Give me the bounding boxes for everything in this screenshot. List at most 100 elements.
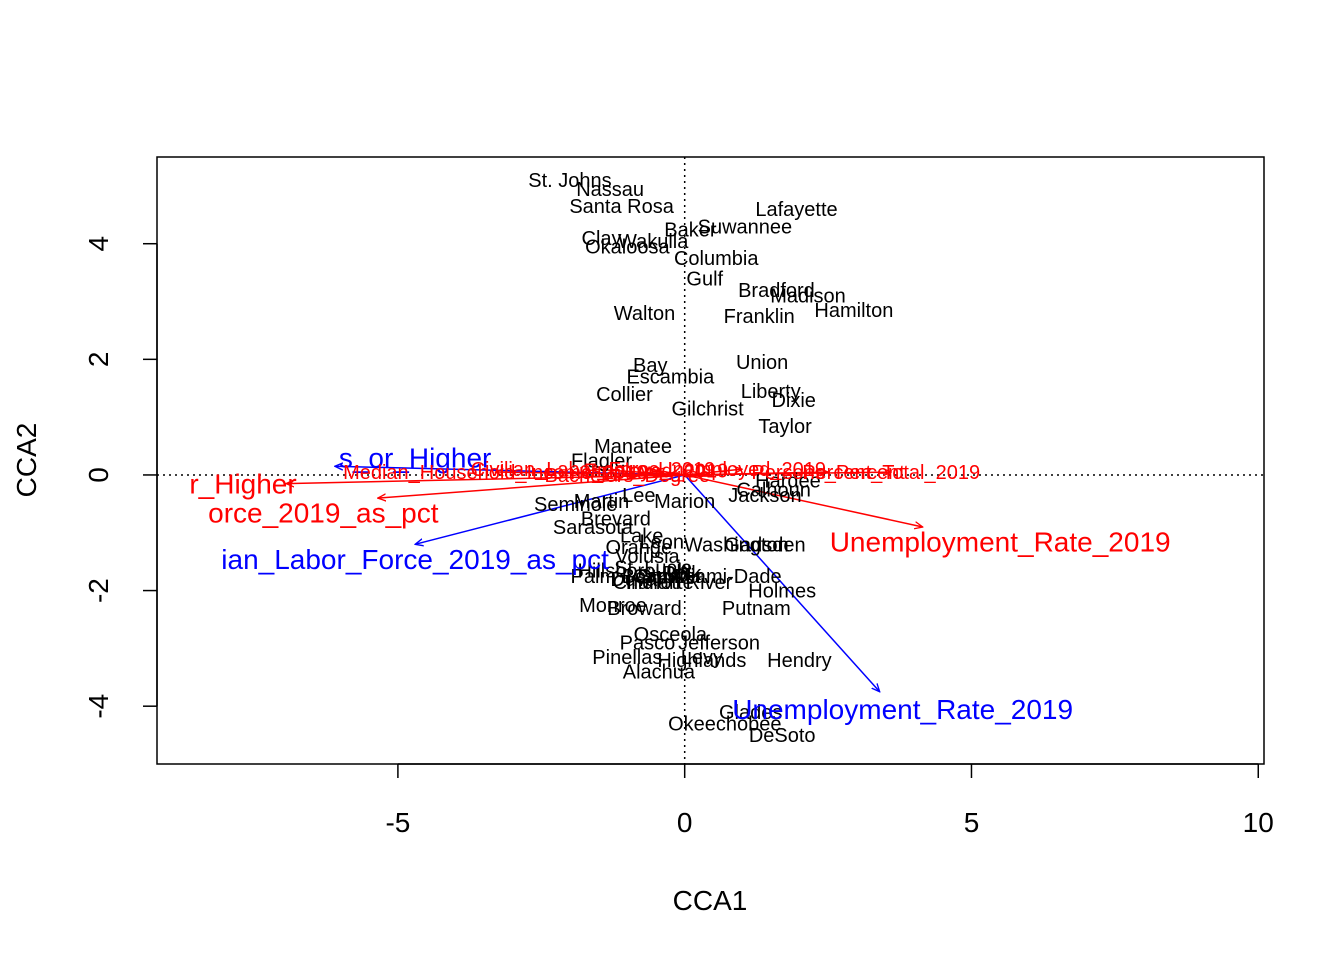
site-label: Flagler [571,451,632,473]
arrow-label: r_Higher [189,469,296,500]
site-label: Martin [574,491,630,513]
site-label: St. Lucie [614,557,692,579]
site-label: Washington [684,534,789,556]
site-label: Sarasota [553,517,634,539]
arrow-label: Employed_2019 [584,460,729,482]
arrow-label: Bachelors_Degree [545,465,711,487]
site-label: Jefferson [678,633,760,655]
y-tick-label: 4 [83,236,114,252]
site-label: Wakulla [618,231,689,253]
site-label: Manatee [594,436,672,458]
arrow-label: ian_Labor_Force_2019_as_pct [221,544,609,575]
biplot-arrow [684,474,880,692]
site-label: Liberty [741,381,801,403]
y-axis: -4 -2 0 2 4 [83,236,158,719]
x-tick-label: 5 [964,807,980,838]
site-label: Seminole [534,494,617,516]
biplot-arrow [286,474,685,484]
site-label: Brevard [581,508,651,530]
site-label: Okaloosa [585,237,670,259]
site-label: Bay [633,355,667,377]
site-label: Gilchrist [672,398,745,420]
site-label: Marion [654,491,715,513]
site-label: Hardee [755,471,821,493]
site-label: Hendry [767,650,831,672]
site-label: DeSoto [749,725,816,747]
site-label: Santa Rosa [569,196,674,218]
site-label: Hamilton [814,300,893,322]
site-label: Nassau [576,179,644,201]
y-tick-label: -2 [83,578,114,603]
site-label: Lake [620,526,663,548]
site-label: Collier [596,384,653,406]
site-label: Union [736,352,788,374]
site-label: Taylor [758,416,812,438]
site-label: Indian River [626,572,733,594]
y-tick-label: 2 [83,352,114,368]
arrow-label: s_or_Higher [339,443,492,474]
site-label: Pasco [620,633,676,655]
biplot-arrow [684,469,742,476]
site-label: Pinellas [592,647,662,669]
site-label: Gadsden [724,534,805,556]
arrow-label: Unemployment_Rate_2019 [830,526,1171,557]
site-label: Calhoun [736,479,811,501]
site-label: Monroe [579,595,647,617]
site-label: Baker [664,219,717,241]
site-label: Bradford [738,280,815,302]
arrow-label: Persons_Percent [751,462,905,484]
y-tick-label: 0 [83,467,114,483]
site-label: Clay [582,228,622,250]
site-label: Suwannee [698,216,793,238]
site-label: Citrus [633,566,685,588]
x-tick-label: -5 [385,807,410,838]
site-label: Lafayette [755,199,837,221]
site-label: Osceola [634,624,708,646]
site-label: Levy [681,647,723,669]
x-tick-label: 0 [677,807,693,838]
site-label: Highlands [657,650,746,672]
site-label: Escambia [626,367,715,389]
site-label: Sumter [638,566,703,588]
site-label: Okeechobee [668,714,781,736]
site-label: Palm Beach [571,566,679,588]
arrow-labels: s_or_Higher ian_Labor_Force_2019_as_pct Un… [189,443,1170,725]
site-label: Dixie [771,390,815,412]
arrow-label: Civilian_Labor_Force_2019 [471,459,716,481]
site-label: Lee [622,485,655,507]
arrow-label: Percent_Total_2019 [802,462,980,484]
site-label: Orange [605,537,672,559]
site-label: Broward [607,598,681,620]
site-label: Madison [770,286,846,308]
biplot-arrow [415,474,685,544]
x-axis: -5 0 5 10 [385,763,1274,838]
site-label: Columbia [674,248,759,270]
site-label: Gulf [686,268,723,290]
site-label: Polk [662,563,702,585]
biplot-arrow [656,470,685,475]
biplot-arrow [684,474,923,527]
site-label: Putnam [722,598,791,620]
site-label: Charlotte [613,572,694,594]
arrow-label: Unemployed_2019 [658,459,826,481]
site-label: Volusia [615,546,680,568]
biplot-arrow [684,472,828,475]
y-tick-label: -4 [83,694,114,719]
site-label: Hillsborough [577,560,688,582]
biplot-arrow [593,469,685,476]
site-label: Jackson [728,485,801,507]
arrow-label: orce_2019_as_pct [208,498,439,529]
x-axis-title: CCA1 [673,885,748,916]
site-label: Glades [719,702,782,724]
site-label: Leon [639,531,684,553]
site-label: Miami-Dade [674,566,782,588]
arrow-label: Median_Household_Income_2019 [343,462,648,484]
y-axis-title: CCA2 [11,423,42,498]
site-label: Franklin [724,306,795,328]
biplot-arrows [286,466,923,691]
site-label: Holmes [748,581,816,603]
site-label: Alachua [623,662,696,684]
